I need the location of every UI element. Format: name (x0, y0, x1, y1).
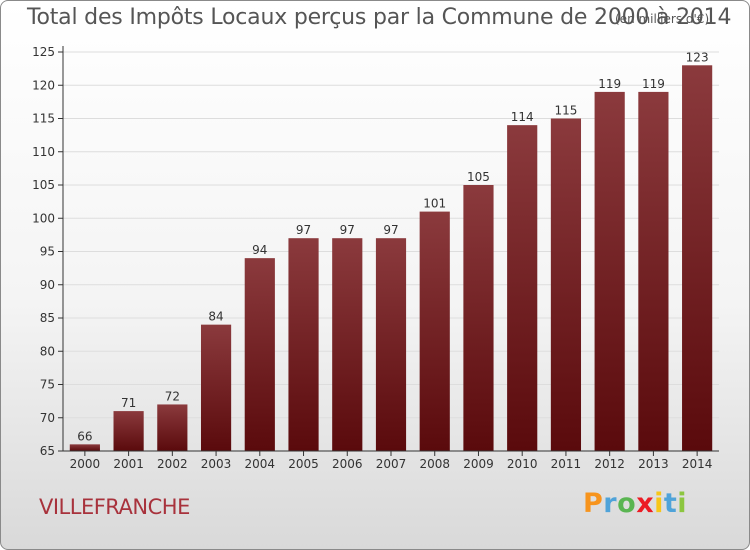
logo-letter: i (654, 488, 664, 519)
bar (157, 404, 188, 451)
y-tick-label: 100 (32, 211, 55, 225)
y-tick-label: 70 (40, 411, 55, 425)
logo-letter: P (583, 488, 604, 519)
commune-name: VILLEFRANCHE (39, 495, 190, 519)
bar (419, 211, 450, 451)
data-label: 94 (252, 243, 267, 257)
y-tick-label: 105 (32, 178, 55, 192)
unit-note: (en milliers d'€) (615, 12, 710, 26)
bar (288, 238, 319, 451)
y-tick-label: 80 (40, 344, 55, 358)
x-tick-label: 2009 (463, 457, 494, 471)
logo-letter: r (603, 488, 618, 519)
data-label: 114 (511, 110, 534, 124)
data-label: 97 (340, 223, 355, 237)
x-tick-label: 2010 (507, 457, 538, 471)
data-label: 119 (598, 77, 621, 91)
x-tick-label: 2006 (332, 457, 363, 471)
y-tick-label: 115 (32, 112, 55, 126)
logo-letter: t (663, 488, 678, 519)
bars (69, 65, 713, 452)
bar (200, 324, 232, 451)
x-tick-label: 2000 (70, 457, 101, 471)
x-tick-label: 2004 (245, 457, 276, 471)
y-tick-label: 65 (40, 444, 55, 458)
bar (244, 258, 275, 451)
axes: 65 70 75 80 85 90 95 100 105 110 115 120 125 2000 2001… (32, 45, 719, 471)
x-tick-label: 2001 (113, 457, 144, 471)
bar (113, 411, 144, 451)
x-tick-label: 2011 (551, 457, 582, 471)
data-label: 123 (686, 50, 709, 64)
data-label: 84 (208, 310, 223, 324)
x-tick-label: 2002 (157, 457, 188, 471)
data-labels: 66 71 72 84 94 97 97 97 101 105 114 115 119 119 123 (77, 50, 708, 443)
data-label: 105 (467, 170, 490, 184)
x-tick-label: 2012 (594, 457, 625, 471)
y-tick-label: 120 (32, 78, 55, 92)
data-label: 119 (642, 77, 665, 91)
chart-title: Total des Impôts Locaux perçus par la Co… (27, 5, 732, 30)
bar (682, 65, 713, 452)
x-tick-label: 2008 (419, 457, 450, 471)
bar (594, 91, 625, 452)
data-label: 71 (121, 396, 136, 410)
bar (463, 185, 494, 451)
logo-letter: o (617, 488, 637, 519)
x-tick-label: 2013 (638, 457, 669, 471)
data-label: 97 (296, 223, 311, 237)
x-tick-label: 2007 (376, 457, 407, 471)
bar (550, 118, 582, 451)
y-tick-label: 75 (40, 378, 55, 392)
data-label: 66 (77, 429, 92, 443)
x-tick-label: 2005 (288, 457, 319, 471)
data-label: 72 (165, 389, 180, 403)
data-label: 97 (383, 223, 398, 237)
logo-letter: i (677, 488, 688, 519)
bar (507, 125, 538, 452)
y-tick-label: 125 (32, 45, 55, 59)
y-tick-label: 110 (32, 145, 55, 159)
bar (375, 238, 407, 451)
y-tick-label: 90 (40, 278, 55, 292)
proxiti-logo: Proxiti (583, 488, 687, 519)
data-label: 101 (423, 197, 446, 211)
bar (638, 91, 669, 452)
data-label: 115 (554, 104, 577, 118)
y-tick-label: 95 (40, 245, 55, 259)
bar (69, 444, 100, 451)
logo-letter: x (636, 488, 655, 519)
y-tick-label: 85 (40, 311, 55, 325)
bar (332, 238, 363, 451)
x-tick-label: 2003 (201, 457, 232, 471)
x-tick-label: 2014 (682, 457, 713, 471)
